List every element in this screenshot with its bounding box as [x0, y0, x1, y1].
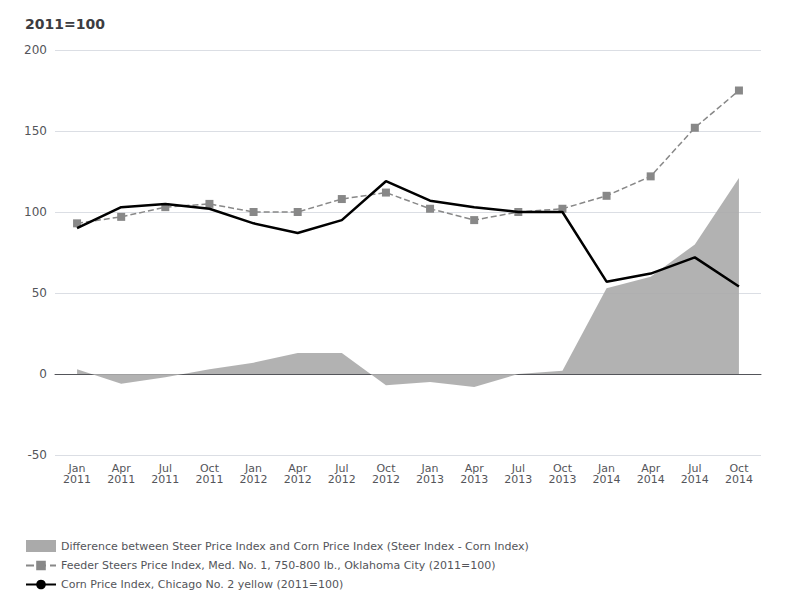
svg-text:Apr: Apr — [111, 462, 131, 475]
svg-text:Apr: Apr — [464, 462, 484, 475]
svg-text:2014: 2014 — [637, 473, 665, 486]
svg-text:2011: 2011 — [151, 473, 179, 486]
svg-text:Apr: Apr — [641, 462, 661, 475]
svg-text:0: 0 — [39, 367, 47, 381]
svg-text:2011: 2011 — [63, 473, 91, 486]
svg-text:Oct: Oct — [199, 462, 219, 475]
svg-text:Jul: Jul — [688, 462, 702, 475]
svg-text:Jan: Jan — [598, 462, 615, 475]
svg-text:Jul: Jul — [158, 462, 172, 475]
svg-text:2013: 2013 — [548, 473, 576, 486]
svg-text:2012: 2012 — [328, 473, 356, 486]
svg-text:2012: 2012 — [240, 473, 268, 486]
svg-text:Jan: Jan — [68, 462, 86, 475]
svg-text:2012: 2012 — [372, 473, 400, 486]
svg-text:Jul: Jul — [335, 462, 349, 475]
svg-text:100: 100 — [24, 205, 47, 219]
svg-text:50: 50 — [32, 286, 47, 300]
svg-text:Jul: Jul — [511, 462, 525, 475]
svg-text:2013: 2013 — [416, 473, 444, 486]
svg-text:Oct: Oct — [376, 462, 396, 475]
svg-text:Jan: Jan — [245, 462, 262, 475]
svg-text:Corn Price Index, Chicago No.: Corn Price Index, Chicago No. 2 yellow (… — [61, 578, 343, 591]
svg-text:Apr: Apr — [288, 462, 308, 475]
svg-text:2012: 2012 — [284, 473, 312, 486]
svg-text:Feeder Steers Price Index, Med: Feeder Steers Price Index, Med. No. 1, 7… — [61, 559, 496, 572]
svg-text:150: 150 — [24, 124, 47, 138]
svg-text:-50: -50 — [27, 448, 47, 462]
svg-text:2013: 2013 — [460, 473, 488, 486]
svg-text:Jan: Jan — [421, 462, 439, 475]
svg-text:2014: 2014 — [593, 473, 621, 486]
svg-text:2014: 2014 — [681, 473, 709, 486]
svg-text:Difference between Steer Price: Difference between Steer Price Index and… — [61, 540, 529, 553]
svg-text:2011=100: 2011=100 — [25, 16, 105, 32]
svg-text:2014: 2014 — [725, 473, 753, 486]
svg-text:Oct: Oct — [552, 462, 572, 475]
svg-text:2013: 2013 — [504, 473, 532, 486]
svg-text:Oct: Oct — [729, 462, 749, 475]
svg-text:2011: 2011 — [107, 473, 135, 486]
svg-text:2011: 2011 — [195, 473, 223, 486]
svg-text:200: 200 — [24, 43, 47, 57]
